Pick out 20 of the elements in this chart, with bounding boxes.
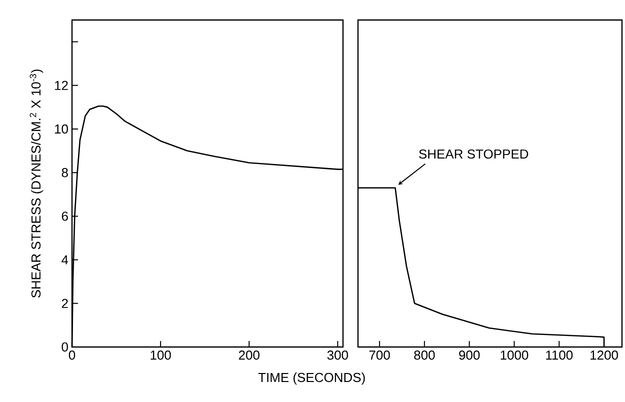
x-tick-label: 1200 xyxy=(590,350,618,360)
x-tick-label: 800 xyxy=(414,350,435,360)
x-tick-label: 700 xyxy=(369,350,390,360)
x-tick-label: 1100 xyxy=(546,350,573,360)
y-tick-label: 12 xyxy=(55,80,68,90)
x-tick-label: 300 xyxy=(327,350,348,360)
y-tick-label: 4 xyxy=(62,255,68,264)
y-tick-label: 8 xyxy=(62,168,68,178)
x-tick-label: 0 xyxy=(68,350,76,360)
y-tick-label: 6 xyxy=(62,212,68,221)
x-tick-label: 200 xyxy=(238,350,260,360)
y-tick-label: 2 xyxy=(62,298,68,308)
y-tick-label: 10 xyxy=(55,124,68,134)
x-axis-title: TIME (SECONDS) xyxy=(258,372,365,385)
y-axis-title: SHEAR STRESS (DYNES/CM.$^{2}$ X 10$^{-3}$) xyxy=(30,70,44,298)
x-tick-label: 1000 xyxy=(500,350,528,360)
annotation: SHEAR STOPPED xyxy=(419,149,528,159)
y-tick-label: 0 xyxy=(62,342,68,352)
x-tick-label: 900 xyxy=(459,350,480,360)
x-tick-label: 100 xyxy=(150,350,171,360)
